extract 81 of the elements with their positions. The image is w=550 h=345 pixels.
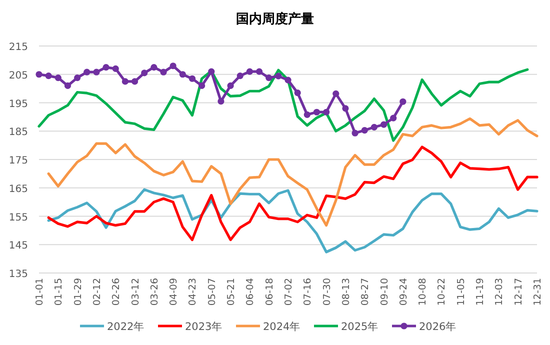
legend-label: 2025年 <box>341 321 379 333</box>
point <box>93 68 100 76</box>
chart-title: 国内周度产量 <box>236 11 314 27</box>
x-tick-label: 09-24 <box>398 278 410 306</box>
x-tick-label: 06-18 <box>264 278 276 306</box>
y-tick-label: 215 <box>8 42 28 53</box>
x-tick-label: 09-10 <box>379 278 390 306</box>
point <box>188 75 196 82</box>
point <box>198 82 206 90</box>
point <box>170 62 176 70</box>
y-tick-label: 185 <box>8 127 28 138</box>
x-tick-label: 07-16 <box>302 278 314 306</box>
legend-label: 2022年 <box>107 321 145 333</box>
x-tick-label: 06-04 <box>245 278 256 306</box>
point <box>131 78 138 85</box>
x-tick-label: 04-23 <box>188 278 199 306</box>
point <box>304 111 310 118</box>
point <box>112 65 119 72</box>
x-tick-label: 12-31 <box>532 278 544 306</box>
point <box>218 98 224 105</box>
x-tick-label: 12-03 <box>494 278 506 306</box>
point <box>284 76 292 84</box>
point <box>122 78 128 85</box>
y-tick-label: 175 <box>8 156 28 166</box>
point <box>74 74 81 82</box>
point <box>246 68 253 75</box>
y-tick-label: 155 <box>8 212 28 224</box>
point <box>208 68 215 75</box>
x-tick-label: 12-17 <box>513 278 524 306</box>
point <box>179 71 186 78</box>
point <box>323 108 330 116</box>
legend-label: 2023年 <box>185 321 223 333</box>
x-tick-label: 02-26 <box>111 278 122 306</box>
point <box>45 72 52 80</box>
point <box>150 64 158 71</box>
x-tick-label: 08-13 <box>340 278 352 306</box>
x-tick-label: 03-26 <box>149 278 160 306</box>
point <box>400 98 406 105</box>
point <box>294 90 301 96</box>
x-tick-label: 05-21 <box>226 278 238 306</box>
point <box>64 82 72 90</box>
point <box>390 114 397 122</box>
point <box>36 71 42 78</box>
y-tick-label: 145 <box>8 240 28 252</box>
point <box>141 70 148 76</box>
legend-label: 2026年 <box>419 321 457 333</box>
y-tick-label: 165 <box>8 184 28 195</box>
x-tick-label: 03-12 <box>130 278 142 306</box>
y-tick-label: 135 <box>8 269 28 280</box>
point <box>352 130 358 136</box>
point <box>160 68 167 76</box>
y-tick-label: 205 <box>8 70 28 82</box>
x-tick-label: 11-19 <box>475 278 486 306</box>
point <box>361 126 368 134</box>
y-tick-label: 195 <box>8 98 28 110</box>
point <box>332 90 340 97</box>
x-tick-label: 08-27 <box>360 278 372 306</box>
x-tick-label: 01-15 <box>54 278 65 306</box>
point <box>256 68 263 75</box>
point <box>102 64 110 71</box>
x-tick-label: 07-30 <box>322 278 333 306</box>
x-tick-label: 10-22 <box>436 278 448 306</box>
x-tick-label: 10-08 <box>418 278 429 306</box>
x-tick-label: 02-12 <box>92 278 103 306</box>
point <box>370 124 378 130</box>
point <box>313 108 320 116</box>
x-tick-label: 05-07 <box>206 278 218 306</box>
x-tick-label: 04-09 <box>168 278 180 306</box>
point <box>342 105 349 112</box>
x-tick-label: 11-05 <box>456 278 467 306</box>
point <box>380 121 388 128</box>
point <box>275 72 282 80</box>
legend-label: 2024年 <box>263 321 301 333</box>
x-tick-label: 01-29 <box>72 278 84 306</box>
point <box>236 72 244 80</box>
point <box>84 68 90 76</box>
point <box>227 82 234 90</box>
x-tick-label: 01-01 <box>34 278 46 306</box>
point <box>54 74 62 82</box>
x-tick-label: 07-02 <box>284 278 294 306</box>
point <box>266 74 272 82</box>
